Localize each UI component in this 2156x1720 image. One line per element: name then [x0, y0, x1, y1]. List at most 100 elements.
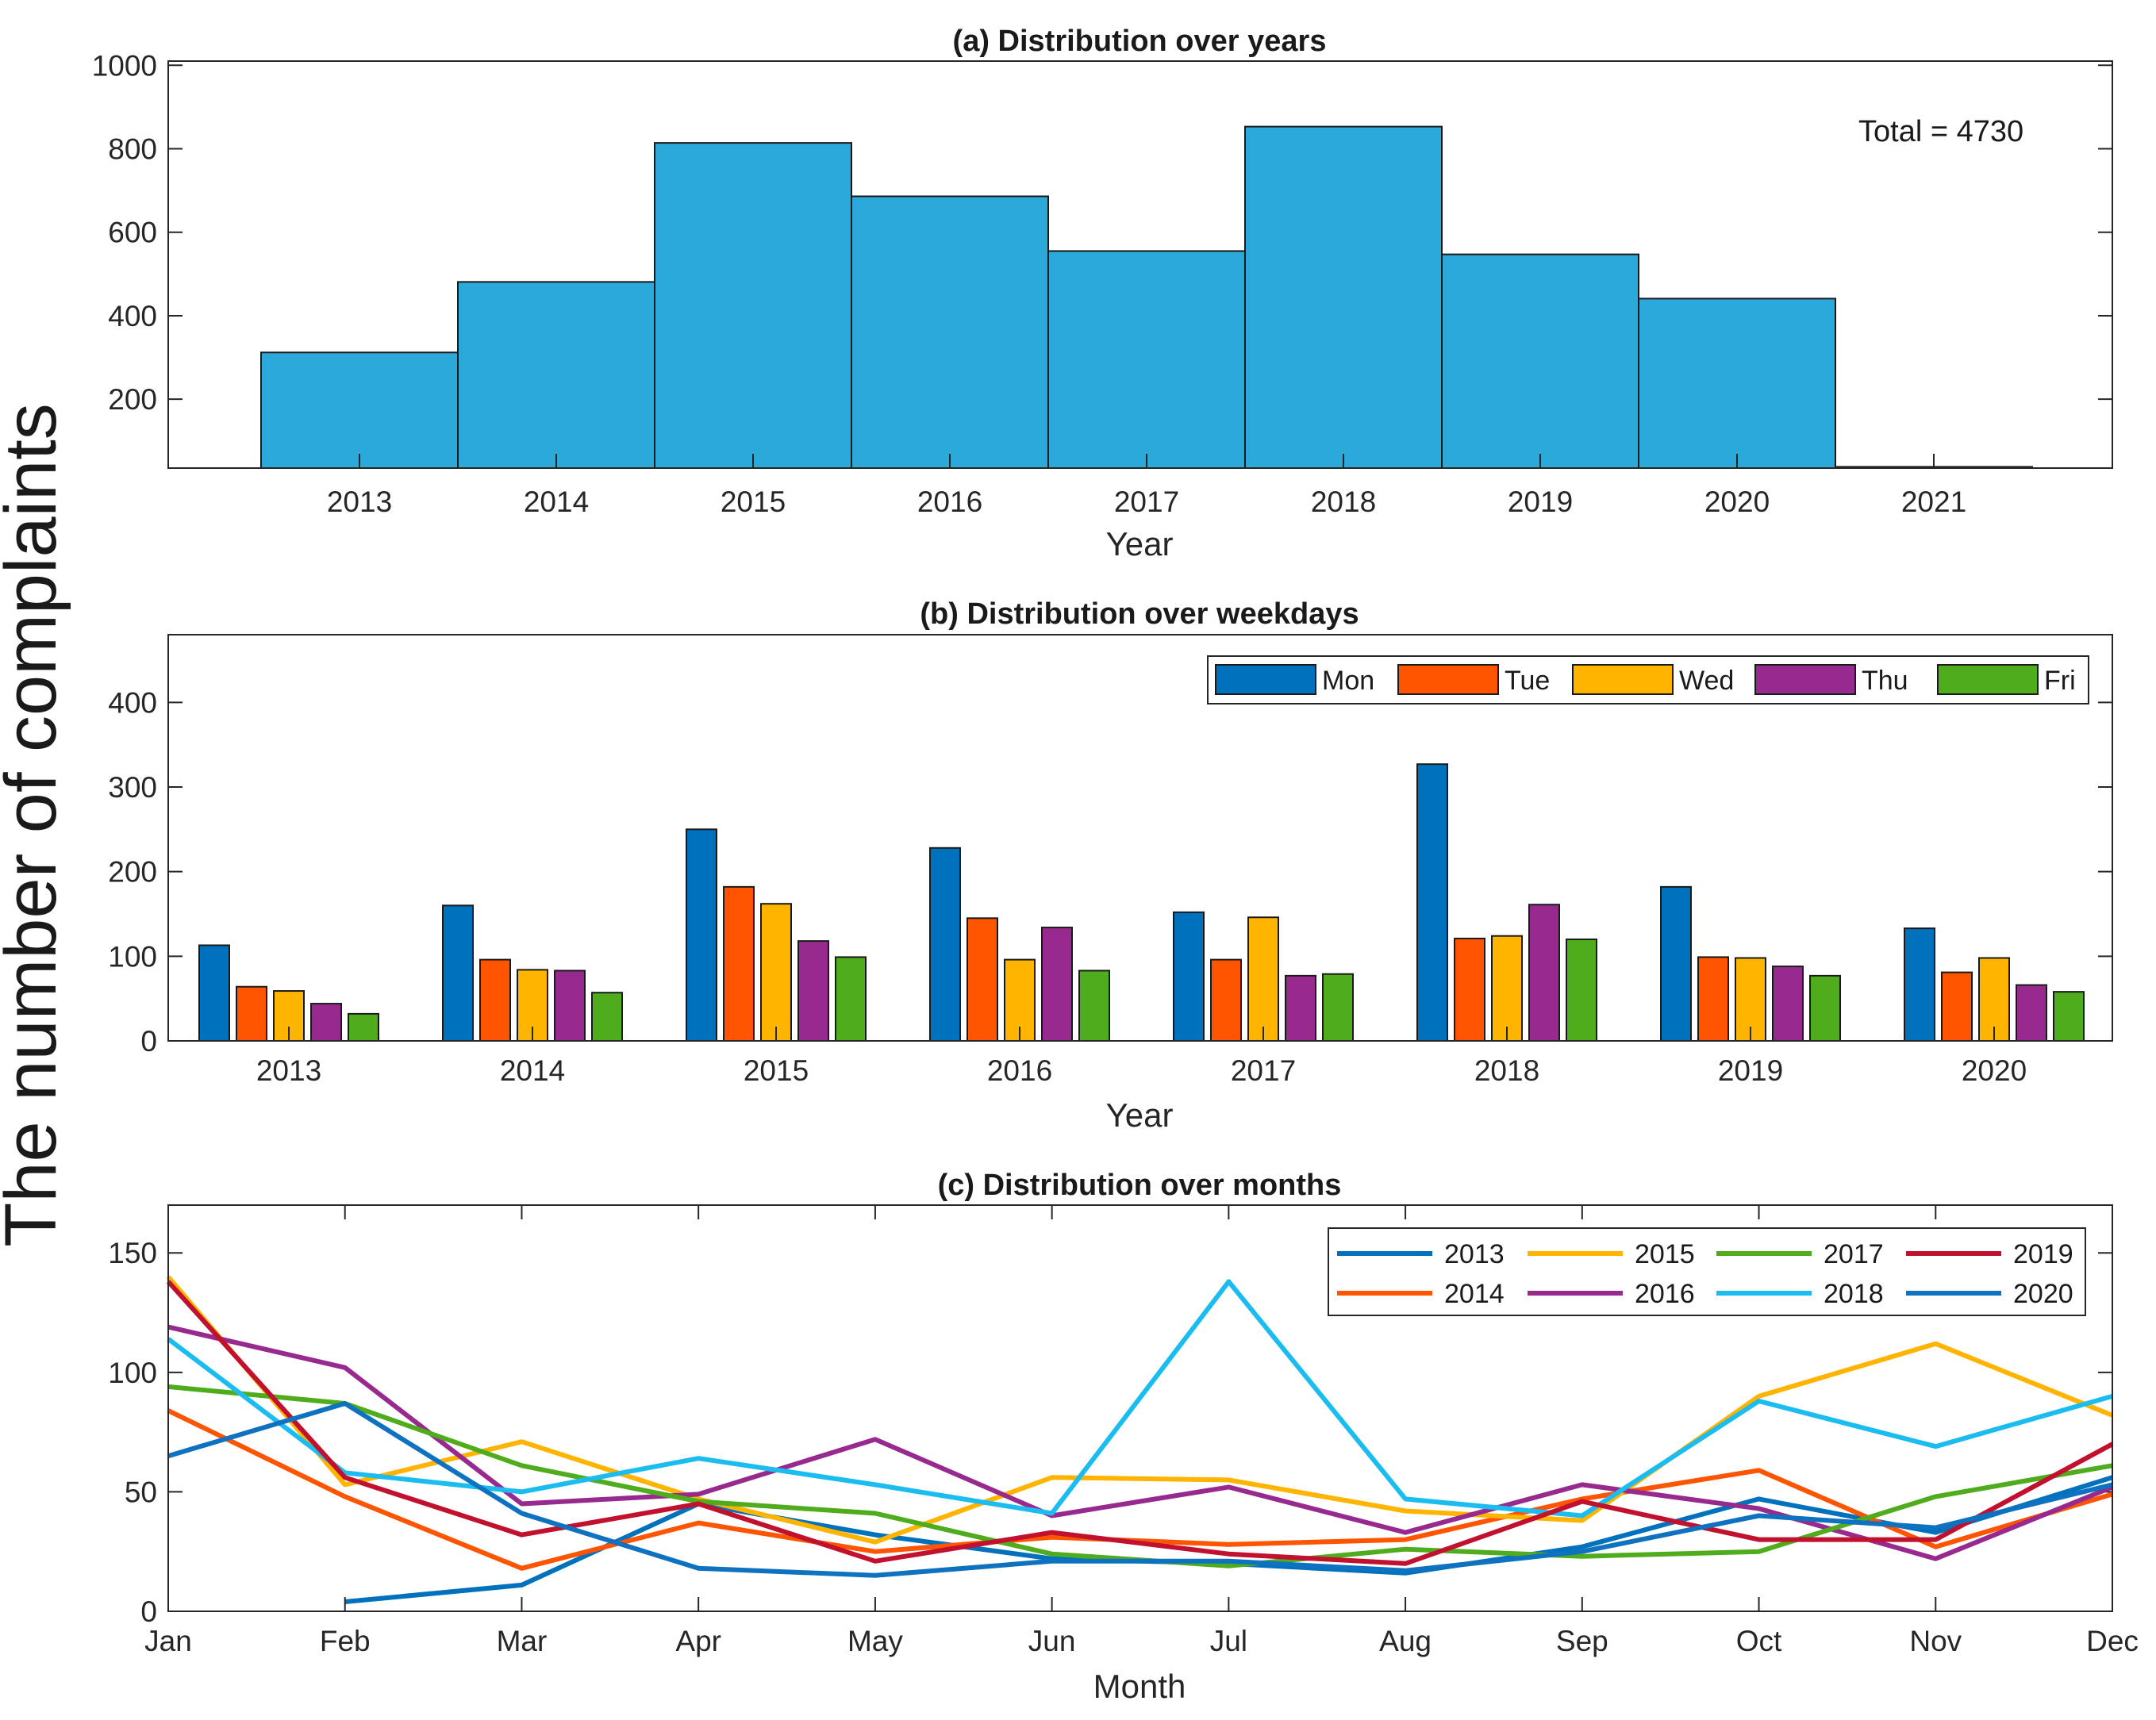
panel-a-y-tick-label: 800: [108, 132, 157, 165]
weekday-bar-Mon-2017: [1173, 911, 1205, 1042]
weekday-bar-Wed-2017: [1247, 916, 1279, 1042]
panel-a-y-ticks: 200 400 600 800 1000: [92, 49, 157, 416]
weekday-bar-Thu-2017: [1285, 974, 1316, 1042]
weekday-bar-Fri-2013: [348, 1012, 379, 1042]
month-line-2018: [167, 1279, 2113, 1518]
weekday-bar-Tue-2015: [723, 885, 755, 1042]
panel-b-x-tick-label: 2017: [1231, 1054, 1296, 1087]
legend-swatch-Fri: [1937, 664, 2039, 695]
panel-a-bars: [260, 125, 2033, 470]
legend-label-2013: 2013: [1444, 1239, 1505, 1269]
panel-c-y-tick-label: 150: [108, 1237, 157, 1269]
weekday-bar-Wed-2015: [760, 903, 792, 1042]
panel-b-y-tick-label: 300: [108, 771, 157, 804]
panel-a-x-tick-label: 2016: [917, 486, 982, 518]
panel-b-x-tick-label: 2016: [987, 1054, 1052, 1087]
legend-label-2020: 2020: [2013, 1279, 2073, 1309]
panel-b-y-tick-label: 400: [108, 686, 157, 719]
weekday-bar-Fri-2020: [2053, 991, 2085, 1042]
legend-swatch-Mon: [1215, 664, 1316, 695]
legend-label-2017: 2017: [1824, 1239, 1884, 1269]
panel-a-title: (a) Distribution over years: [953, 25, 1327, 58]
panel-b-x-tick-label: 2019: [1718, 1054, 1783, 1087]
weekday-bar-Tue-2014: [479, 958, 511, 1042]
weekday-bar-Fri-2014: [591, 992, 623, 1042]
panel-month-distribution: (c) Distribution over months Jan Feb Mar Ap…: [108, 1169, 2139, 1705]
weekday-bar-Mon-2013: [198, 944, 230, 1042]
panel-c-x-tick-label: Jul: [1210, 1625, 1247, 1657]
weekday-bar-Tue-2013: [236, 985, 267, 1042]
shared-y-axis-label: The number of complaints: [0, 403, 71, 1247]
legend-swatch-Tue: [1397, 664, 1499, 695]
panel-c-x-tick-label: Sep: [1556, 1625, 1608, 1657]
panel-b-title: (b) Distribution over weekdays: [920, 597, 1359, 631]
year-bar-2018: [1244, 125, 1443, 470]
panel-b-x-ticks: 2013 2014 2015 2016 2017 2018 2019 2020: [256, 1027, 2027, 1087]
panel-a-x-tick-label: 2014: [524, 486, 589, 518]
legend-label-2016: 2016: [1635, 1279, 1695, 1309]
weekday-bar-Wed-2018: [1491, 935, 1523, 1042]
panel-year-distribution: (a) Distribution over years 2013 2014 2015…: [92, 25, 2113, 562]
legend-label-Mon: Mon: [1322, 666, 1374, 696]
total-annotation: Total = 4730: [1858, 115, 2023, 148]
panel-c-x-tick-label: Jan: [144, 1625, 192, 1657]
year-bar-2014: [457, 281, 655, 469]
panel-b-y-tick-label: 0: [140, 1025, 157, 1058]
panel-c-y-ticks: 0 50 100 150: [108, 1237, 157, 1628]
panel-c-x-tick-label: May: [847, 1625, 903, 1657]
panel-a-x-ticks: 2013 2014 2015 2016 2017 2018 2019 2020 2021: [327, 454, 1966, 518]
panel-c-title: (c) Distribution over months: [938, 1169, 1342, 1202]
weekday-bar-Mon-2018: [1416, 763, 1448, 1042]
panel-c-legend: 2013 2014 2015 2016 2017 2018 2019 2020: [1328, 1227, 2086, 1316]
panel-c-y-tick-label: 100: [108, 1357, 157, 1389]
panel-a-x-tick-label: 2013: [327, 486, 392, 518]
weekday-bar-Thu-2015: [797, 940, 829, 1042]
panel-b-y-tick-label: 200: [108, 856, 157, 889]
panel-c-legend-box: [1328, 1227, 2086, 1316]
legend-label-2018: 2018: [1824, 1279, 1884, 1309]
panel-a-x-tick-label: 2020: [1704, 486, 1770, 518]
legend-label-Wed: Wed: [1679, 666, 1734, 696]
weekday-bar-Thu-2019: [1772, 966, 1804, 1042]
weekday-bar-Fri-2017: [1322, 973, 1354, 1042]
panel-b-x-axis-label: Year: [1106, 1096, 1174, 1134]
panel-a-axes-frame: [167, 60, 2113, 469]
legend-label-Tue: Tue: [1505, 666, 1550, 696]
weekday-bar-Mon-2014: [442, 904, 474, 1042]
panel-a-x-tick-label: 2019: [1508, 486, 1573, 518]
weekday-bar-Mon-2020: [1904, 927, 1935, 1042]
weekday-bar-Fri-2016: [1078, 969, 1110, 1042]
panel-c-x-tick-label: Jun: [1028, 1625, 1076, 1657]
panel-c-x-tick-label: Mar: [497, 1625, 548, 1657]
panel-c-lines: [166, 1275, 2114, 1604]
panel-c-x-tick-label: Aug: [1379, 1625, 1432, 1657]
weekday-bar-Tue-2017: [1210, 958, 1242, 1042]
panel-b-y-tick-label: 100: [108, 940, 157, 973]
panel-c-y-tick-label: 0: [140, 1595, 157, 1628]
panel-a-y-tick-label: 600: [108, 217, 157, 249]
year-bar-2016: [851, 195, 1049, 469]
weekday-bar-Mon-2015: [686, 828, 717, 1042]
panel-a-x-tick-label: 2018: [1311, 486, 1376, 518]
panel-a-x-axis-label: Year: [1106, 525, 1174, 562]
panel-b-x-tick-label: 2013: [256, 1054, 321, 1087]
year-bar-2015: [654, 142, 852, 469]
legend-label-2014: 2014: [1444, 1279, 1505, 1309]
panel-a-y-tick-label: 1000: [92, 49, 157, 82]
panel-c-y-tick-label: 50: [125, 1476, 157, 1508]
legend-label-Thu: Thu: [1862, 666, 1908, 696]
legend-swatch-Thu: [1754, 664, 1856, 695]
weekday-bar-Thu-2013: [310, 1003, 342, 1042]
month-line-2015: [166, 1275, 2114, 1545]
legend-label-2019: 2019: [2013, 1239, 2073, 1269]
weekday-bar-Mon-2016: [929, 847, 961, 1042]
weekday-bar-Mon-2019: [1660, 885, 1692, 1042]
weekday-bar-Thu-2018: [1528, 904, 1560, 1042]
panel-b-x-tick-label: 2020: [1962, 1054, 2027, 1087]
weekday-bar-Fri-2019: [1809, 974, 1841, 1042]
year-bar-2019: [1441, 253, 1639, 469]
panel-c-axes-frame: [167, 1204, 2113, 1612]
panel-a-y-gridticks: [168, 64, 2112, 401]
panel-c-x-tick-label: Nov: [1909, 1625, 1962, 1657]
